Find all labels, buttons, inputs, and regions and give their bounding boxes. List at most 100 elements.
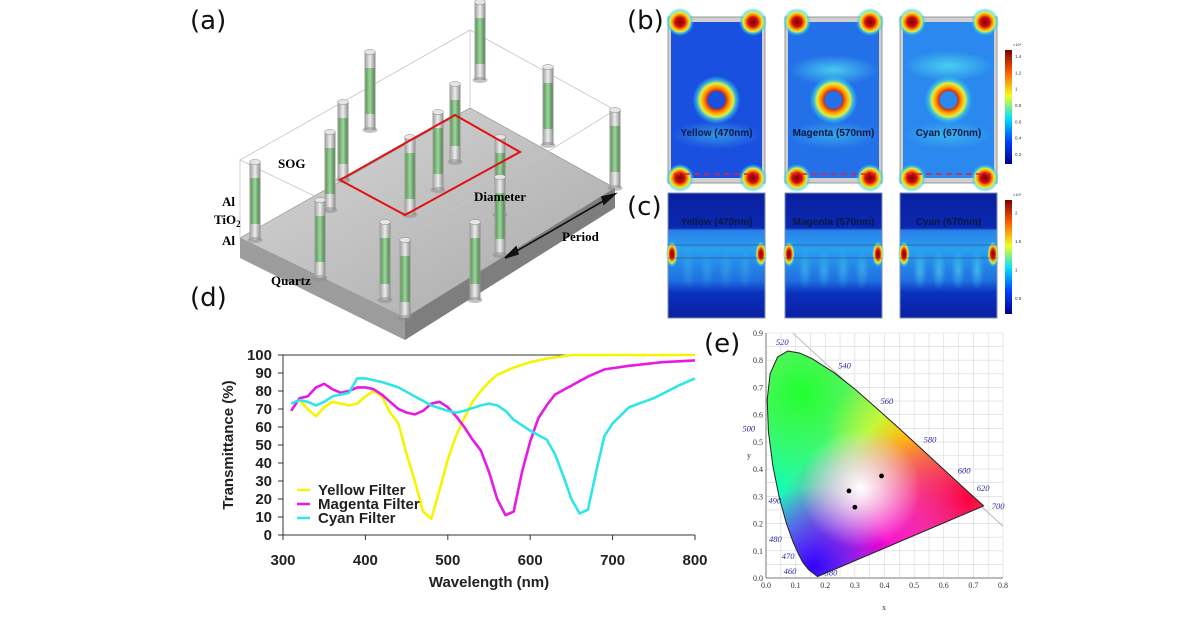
cie-x-tick-label: 0.0 <box>761 581 771 590</box>
pillar <box>607 107 623 191</box>
field-hotspot <box>898 241 910 267</box>
field-hotspot <box>783 8 811 36</box>
y-tick-label: 100 <box>247 347 272 364</box>
pillar-tio2-layer <box>610 126 620 172</box>
wavelength-label: 490 <box>768 496 782 506</box>
colorbar-tick-label: 0.4 <box>1015 136 1022 141</box>
colorbar-tick-label: 1.2 <box>1015 70 1022 75</box>
field-hotspot <box>872 241 884 267</box>
field-lobe <box>836 250 850 290</box>
pillar <box>377 219 393 303</box>
colorbar-tick-label: 1.5 <box>1015 239 1022 244</box>
label-sog: SOG <box>278 156 305 171</box>
pillar-tio2-layer <box>380 238 390 284</box>
field-hotspot <box>666 164 694 192</box>
legend-label: Yellow Filter <box>318 482 406 499</box>
field-hotspot <box>987 241 999 267</box>
colorbar-b <box>1005 50 1012 164</box>
cie-x-tick-label: 0.8 <box>998 581 1008 590</box>
wavelength-label: 460 <box>784 566 798 576</box>
colorbar-tick-label: 0.6 <box>1015 119 1022 124</box>
cie-y-tick-label: 0.8 <box>753 356 763 365</box>
x-tick-label: 500 <box>435 552 460 569</box>
pillar-cross-section <box>707 91 726 109</box>
field-label: Magenta (570nm) <box>793 217 875 228</box>
pillar <box>322 129 338 213</box>
colorbar-tick-label: 1.4 <box>1015 54 1022 59</box>
wavelength-label: 470 <box>782 551 796 561</box>
cie-color-region <box>800 428 921 549</box>
field-label: Cyan (670nm) <box>916 128 982 139</box>
field-lobe <box>913 250 927 290</box>
pillar <box>362 49 378 133</box>
wavelength-label: 520 <box>776 337 790 347</box>
pillar <box>447 81 463 165</box>
x-tick-label: 800 <box>682 552 707 569</box>
y-tick-label: 30 <box>255 473 272 490</box>
spectral-locus <box>766 350 985 578</box>
label-diameter: Diameter <box>474 189 526 204</box>
pillar-shadow <box>335 177 351 183</box>
field-map-c-2: Cyan (670nm) <box>898 192 999 319</box>
cie-x-tick-label: 0.6 <box>939 581 949 590</box>
cie-y-tick-label: 0.4 <box>753 465 763 474</box>
pillar-top <box>542 64 554 70</box>
field-hotspot <box>898 164 926 192</box>
pillar-tio2-layer <box>470 238 480 284</box>
y-tick-label: 50 <box>255 437 272 454</box>
y-tick-label: 60 <box>255 419 272 436</box>
field-hotspot <box>755 241 767 267</box>
pillar-tio2-layer <box>405 153 415 199</box>
colorbar-exponent: ×10⁴ <box>1013 42 1022 47</box>
colorbar-exponent: ×10⁴ <box>1013 192 1022 197</box>
label-quartz: Quartz <box>271 273 311 288</box>
field-lobe <box>719 250 733 290</box>
pillar <box>492 174 508 258</box>
pillar-top <box>474 0 486 5</box>
pillar <box>397 237 413 321</box>
cie-y-tick-label: 0.6 <box>753 411 763 420</box>
pillar-top <box>249 159 261 165</box>
cie-y-tick-label: 0.7 <box>753 383 763 392</box>
colorbar-tick-label: 0.8 <box>1015 103 1022 108</box>
field-lobe <box>817 250 831 290</box>
y-tick-label: 20 <box>255 491 272 508</box>
label-al-bottom: Al <box>222 233 235 248</box>
pillar-tio2-layer <box>495 193 505 239</box>
x-tick-label: 700 <box>600 552 625 569</box>
chromaticity-point <box>879 473 884 479</box>
pillar-cross-section <box>824 91 843 109</box>
pillar-tio2-layer <box>475 18 485 64</box>
colorbar-c <box>1005 200 1012 314</box>
field-hotspot <box>856 8 884 36</box>
field-hotspot <box>856 164 884 192</box>
cie-x-tick-label: 0.4 <box>880 581 890 590</box>
field-hotspot <box>783 164 811 192</box>
cie-x-tick-label: 0.7 <box>968 581 978 590</box>
cie-x-tick-label: 0.2 <box>820 581 830 590</box>
pillar-shadow <box>447 159 463 165</box>
wavelength-label: 620 <box>977 483 991 493</box>
pillar-top <box>324 129 336 135</box>
pillar-top <box>379 219 391 225</box>
unit-cell-outline <box>337 113 523 217</box>
pillar-tio2-layer <box>543 83 553 129</box>
panel-label-c: (c) <box>627 192 662 222</box>
pillar-shadow <box>467 297 483 303</box>
wavelength-label: 560 <box>881 396 895 406</box>
wavelength-label: 600 <box>958 466 972 476</box>
cie-y-tick-label: 0.0 <box>753 574 763 583</box>
series-line-yellow-filter <box>290 353 695 521</box>
pillar-tio2-layer <box>433 128 443 174</box>
colorbar-tick-label: 2 <box>1015 210 1018 215</box>
pillar-top <box>364 49 376 55</box>
colorbar-tick-label: 0.2 <box>1015 152 1022 157</box>
cie-y-tick-label: 0.2 <box>753 520 763 529</box>
field-map-b-1: Magenta (570nm) <box>783 8 884 192</box>
pillar-shadow <box>472 77 488 83</box>
pillar-tio2-layer <box>365 68 375 114</box>
y-tick-label: 90 <box>255 365 272 382</box>
